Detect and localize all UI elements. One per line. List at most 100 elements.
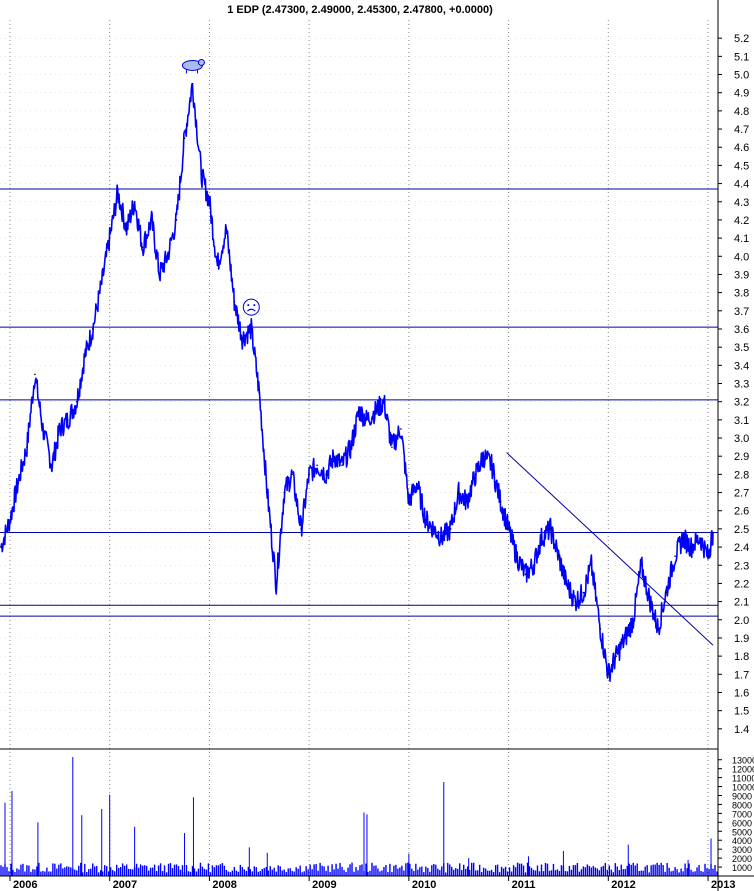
volume-axis-ticks: 1000200030004000500060007000800090001000… — [718, 756, 754, 873]
annotation-markers — [181, 58, 260, 316]
price-point — [250, 328, 253, 330]
price-point — [490, 464, 493, 467]
price-point — [59, 428, 61, 430]
price-point — [316, 464, 318, 467]
price-tick-label: 4.1 — [734, 233, 749, 245]
price-point — [175, 219, 178, 221]
price-tick-label: 3.4 — [734, 360, 749, 372]
price-point — [358, 409, 360, 412]
price-point — [275, 582, 278, 585]
price-point — [141, 246, 144, 248]
price-point — [341, 464, 343, 467]
descending-trendline — [506, 452, 714, 646]
price-point — [540, 537, 543, 539]
price-point — [632, 618, 635, 621]
price-point — [391, 446, 393, 448]
price-point — [91, 328, 94, 330]
price-tick-label: 4.8 — [734, 106, 749, 118]
price-point — [432, 528, 435, 530]
price-point — [125, 228, 128, 230]
price-point — [449, 528, 452, 530]
price-tick-label: 2.5 — [734, 524, 749, 536]
bear-icon — [181, 58, 205, 74]
price-point — [366, 419, 368, 421]
price-point — [325, 473, 327, 476]
price-point — [42, 428, 44, 430]
volume-tick-label: 13000 — [732, 756, 754, 766]
price-point — [474, 473, 477, 476]
price-point — [515, 555, 518, 557]
price-tick-label: 4.3 — [734, 197, 749, 209]
price-point — [133, 200, 136, 203]
price-point — [665, 591, 667, 594]
price-point — [51, 464, 53, 467]
price-tick-label: 2.6 — [734, 506, 749, 518]
price-point — [532, 564, 535, 567]
chart-title: 1 EDP (2.47300, 2.49000, 2.45300, 2.4780… — [227, 4, 493, 16]
volume-tick-label: 10000 — [732, 783, 754, 793]
price-tick-label: 2.4 — [734, 542, 749, 554]
price-point — [266, 491, 269, 494]
price-point — [225, 228, 228, 230]
price-point — [640, 564, 643, 567]
price-point — [34, 373, 36, 376]
price-point — [208, 200, 211, 203]
price-tick-label: 5.1 — [734, 51, 749, 63]
price-tick-label: 1.9 — [734, 633, 749, 645]
price-tick-label: 1.8 — [734, 651, 749, 663]
price-point — [557, 555, 560, 557]
time-tick-label: 2010 — [412, 879, 436, 891]
price-tick-label: 4.5 — [734, 160, 749, 172]
price-point — [682, 537, 684, 539]
price-tick-label: 5.2 — [734, 33, 749, 45]
price-point — [333, 455, 335, 458]
price-point — [283, 491, 286, 494]
grid-lines — [0, 20, 718, 876]
volume-tick-label: 6000 — [732, 818, 752, 828]
price-point — [383, 400, 385, 403]
price-tick-label: 3.3 — [734, 379, 749, 391]
price-tick-label: 1.4 — [734, 724, 749, 736]
time-tick-label: 2007 — [113, 879, 137, 891]
price-tick-label: 4.7 — [734, 124, 749, 136]
volume-bars — [0, 757, 718, 876]
price-tick-label: 2.1 — [734, 597, 749, 609]
time-tick-label: 2012 — [611, 879, 635, 891]
price-point — [674, 555, 676, 557]
price-point — [615, 655, 618, 657]
price-tick-label: 3.1 — [734, 415, 749, 427]
time-tick-label: 2009 — [312, 879, 336, 891]
price-point — [574, 600, 577, 603]
price-point — [0, 546, 2, 548]
price-tick-label: 2.8 — [734, 469, 749, 481]
volume-tick-label: 1000 — [732, 863, 752, 873]
price-tick-label: 4.4 — [734, 179, 749, 191]
price-point — [657, 628, 659, 630]
price-line — [0, 83, 714, 683]
volume-tick-label: 8000 — [732, 800, 752, 810]
price-point — [200, 173, 203, 176]
trendline-layer — [506, 452, 714, 646]
price-point — [582, 591, 585, 594]
price-point — [375, 409, 377, 412]
time-tick-label: 2006 — [13, 879, 37, 891]
volume-tick-label: 11000 — [732, 774, 754, 784]
price-point — [507, 528, 510, 530]
price-point — [440, 537, 443, 539]
price-tick-label: 1.6 — [734, 687, 749, 699]
price-point — [158, 273, 161, 276]
price-point — [425, 519, 427, 521]
price-tick-label: 2.9 — [734, 451, 749, 463]
price-tick-label: 4.2 — [734, 215, 749, 227]
price-point — [233, 300, 236, 303]
price-point — [241, 337, 244, 339]
price-point — [649, 600, 651, 603]
price-tick-label: 5.0 — [734, 70, 749, 82]
volume-tick-label: 2000 — [732, 854, 752, 864]
price-tick-label: 2.7 — [734, 488, 749, 500]
price-point — [699, 537, 701, 539]
price-tick-label: 3.2 — [734, 397, 749, 409]
volume-tick-label: 5000 — [732, 827, 752, 837]
price-point — [599, 628, 602, 630]
